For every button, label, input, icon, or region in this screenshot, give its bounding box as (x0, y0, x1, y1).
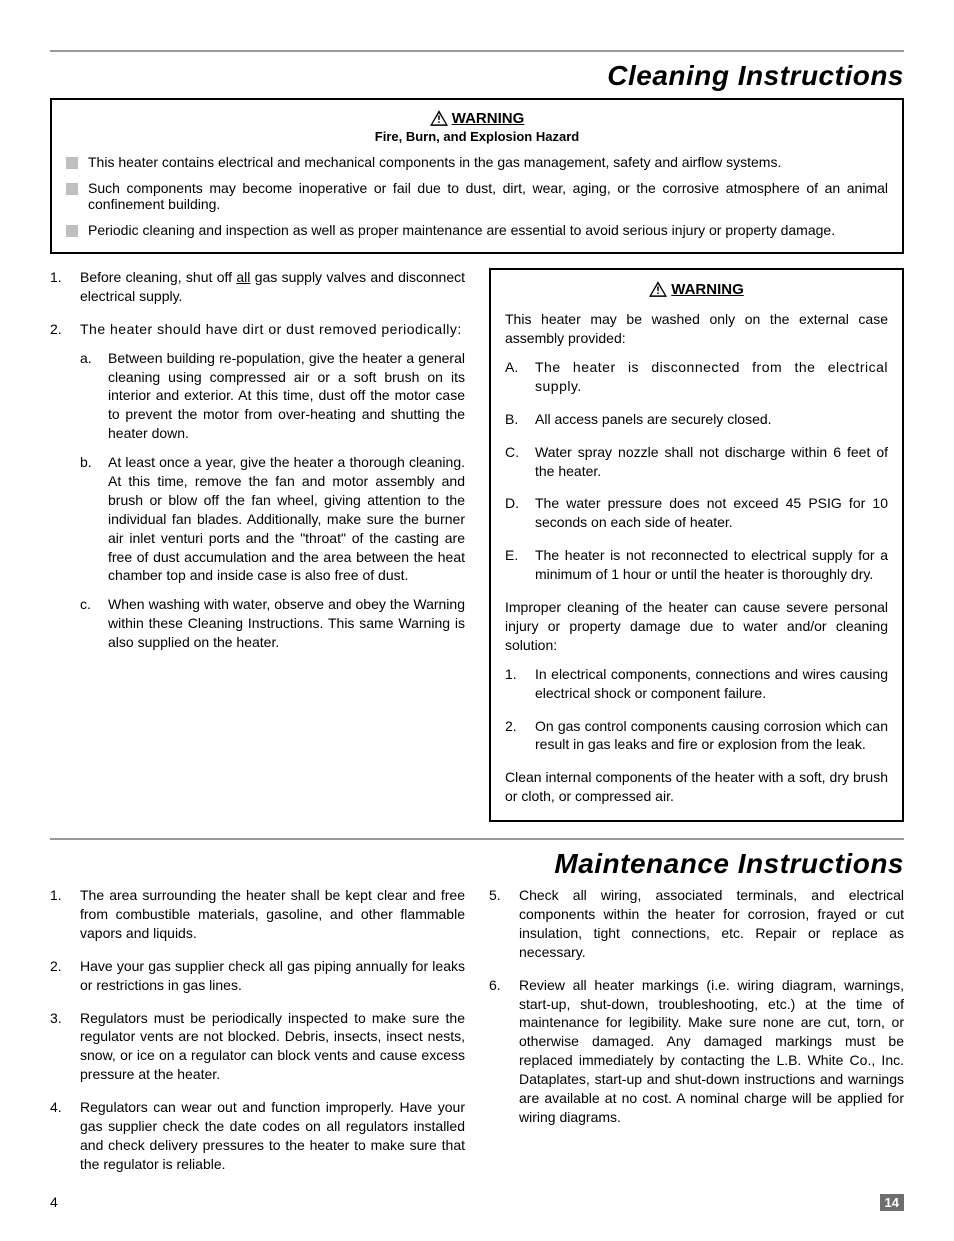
bullet-square-icon (66, 157, 78, 169)
warning-header: WARNING (66, 110, 888, 127)
list-letter: A. (505, 358, 525, 396)
maintenance-right-col: 5. Check all wiring, associated terminal… (489, 886, 904, 1174)
warning-icon (430, 110, 448, 126)
list-letter: C. (505, 443, 525, 481)
list-text: The water pressure does not exceed 45 PS… (535, 494, 888, 532)
list-text: At least once a year, give the heater a … (108, 453, 465, 585)
list-text: Between building re-population, give the… (108, 349, 465, 443)
cleaning-left-col: 1. Before cleaning, shut off all gas sup… (50, 268, 465, 822)
list-text: In electrical components, connections an… (535, 665, 888, 703)
list-letter: a. (80, 349, 98, 443)
list-number: 6. (489, 976, 509, 1127)
list-letter: c. (80, 595, 98, 652)
warning-icon (649, 281, 667, 297)
warning-label: WARNING (671, 281, 744, 298)
list-text: Review all heater markings (i.e. wiring … (519, 976, 904, 1127)
list-text: The area surrounding the heater shall be… (80, 886, 465, 943)
warning-box-main: WARNING Fire, Burn, and Explosion Hazard… (50, 98, 904, 254)
list-text: Check all wiring, associated terminals, … (519, 886, 904, 962)
warning-box-wash: WARNING This heater may be washed only o… (489, 268, 904, 822)
list-text: The heater is not reconnected to electri… (535, 546, 888, 584)
list-number: 5. (489, 886, 509, 962)
page-number-left: 4 (50, 1194, 58, 1210)
bullet-square-icon (66, 225, 78, 237)
list-number: 1. (505, 665, 525, 703)
list-item: E. The heater is not reconnected to elec… (505, 546, 888, 584)
list-number: 1. (50, 886, 70, 943)
section-divider (50, 838, 904, 840)
list-item: B. All access panels are securely closed… (505, 410, 888, 429)
warning-bullet-text: This heater contains electrical and mech… (88, 154, 781, 170)
list-letter: D. (505, 494, 525, 532)
list-item: 5. Check all wiring, associated terminal… (489, 886, 904, 962)
list-text: Before cleaning, shut off all gas supply… (80, 268, 465, 306)
list-number: 1. (50, 268, 70, 306)
warning-subtitle: Fire, Burn, and Explosion Hazard (66, 129, 888, 144)
list-item: 3. Regulators must be periodically inspe… (50, 1009, 465, 1085)
maintenance-columns: 1. The area surrounding the heater shall… (50, 886, 904, 1174)
list-text: When washing with water, observe and obe… (108, 595, 465, 652)
list-subitem: c. When washing with water, observe and … (80, 595, 465, 652)
list-number: 4. (50, 1098, 70, 1174)
list-text: On gas control components causing corros… (535, 717, 888, 755)
list-text: The heater is disconnected from the elec… (535, 358, 888, 396)
list-letter: b. (80, 453, 98, 585)
list-number: 2. (50, 320, 70, 339)
list-item: 1. In electrical components, connections… (505, 665, 888, 703)
warning-bullet: This heater contains electrical and mech… (66, 154, 888, 170)
list-item: C. Water spray nozzle shall not discharg… (505, 443, 888, 481)
bullet-square-icon (66, 183, 78, 195)
warning-bullet-text: Such components may become inoperative o… (88, 180, 888, 212)
list-number: 2. (505, 717, 525, 755)
top-divider (50, 50, 904, 52)
list-subitem: b. At least once a year, give the heater… (80, 453, 465, 585)
list-item: 1. Before cleaning, shut off all gas sup… (50, 268, 465, 306)
list-text: All access panels are securely closed. (535, 410, 772, 429)
warning-bullet: Such components may become inoperative o… (66, 180, 888, 212)
list-item: 4. Regulators can wear out and function … (50, 1098, 465, 1174)
wash-intro: This heater may be washed only on the ex… (505, 310, 888, 348)
list-text: Water spray nozzle shall not discharge w… (535, 443, 888, 481)
list-item: 2. Have your gas supplier check all gas … (50, 957, 465, 995)
improper-text: Improper cleaning of the heater can caus… (505, 598, 888, 655)
list-letter: E. (505, 546, 525, 584)
list-text: Regulators must be periodically inspecte… (80, 1009, 465, 1085)
warning-bullet: Periodic cleaning and inspection as well… (66, 222, 888, 238)
list-item: D. The water pressure does not exceed 45… (505, 494, 888, 532)
cleaning-right-col: WARNING This heater may be washed only o… (489, 268, 904, 822)
list-item: 1. The area surrounding the heater shall… (50, 886, 465, 943)
list-text: Regulators can wear out and function imp… (80, 1098, 465, 1174)
list-number: 2. (50, 957, 70, 995)
list-letter: B. (505, 410, 525, 429)
maintenance-left-col: 1. The area surrounding the heater shall… (50, 886, 465, 1174)
list-text: The heater should have dirt or dust remo… (80, 320, 462, 339)
page-footer: 4 14 (50, 1194, 904, 1211)
list-number: 3. (50, 1009, 70, 1085)
page-number-badge: 14 (880, 1194, 904, 1211)
cleaning-columns: 1. Before cleaning, shut off all gas sup… (50, 268, 904, 822)
warning-label: WARNING (452, 110, 525, 127)
list-item: 6. Review all heater markings (i.e. wiri… (489, 976, 904, 1127)
list-item: A. The heater is disconnected from the e… (505, 358, 888, 396)
warning-bullet-text: Periodic cleaning and inspection as well… (88, 222, 835, 238)
list-item: 2. The heater should have dirt or dust r… (50, 320, 465, 339)
clean-internal-text: Clean internal components of the heater … (505, 768, 888, 806)
list-subitem: a. Between building re-population, give … (80, 349, 465, 443)
list-text: Have your gas supplier check all gas pip… (80, 957, 465, 995)
maintenance-title: Maintenance Instructions (50, 848, 904, 880)
cleaning-title: Cleaning Instructions (50, 60, 904, 92)
list-item: 2. On gas control components causing cor… (505, 717, 888, 755)
warning-header: WARNING (505, 280, 888, 300)
